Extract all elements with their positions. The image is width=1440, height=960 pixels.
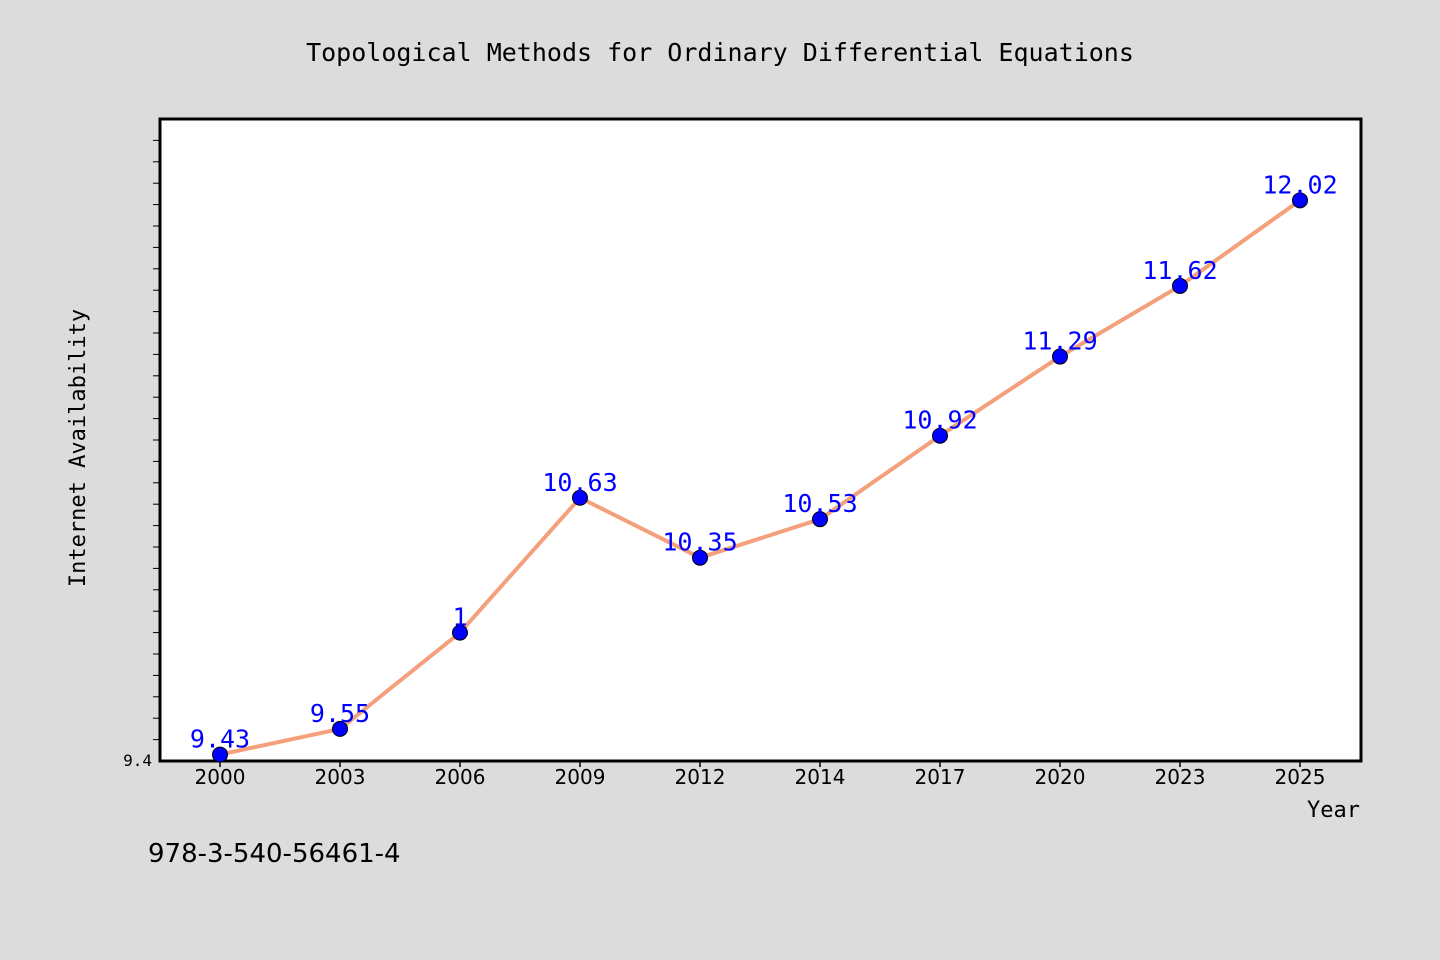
x-tick-label: 2017 [915,765,966,789]
data-point [932,427,948,444]
data-labels: 9.43 9.55 1 10.63 10.35 10.53 10.92 11.29 11.62 1… [190,170,1338,753]
data-point [1172,277,1188,294]
chart-title: Topological Methods for Ordinary Differe… [306,38,1134,67]
y-tick-label: 9.4 [123,751,152,770]
x-tick-label: 2009 [555,765,606,789]
series-line [218,198,1302,757]
y-axis-ticks: 9.4 [123,139,160,770]
data-point [212,746,228,763]
data-label: 9.55 [310,699,370,728]
data-point [692,549,708,566]
plot-area [158,117,1363,763]
x-tick-label: 2014 [795,765,846,789]
x-tick-label: 2003 [315,765,366,789]
y-axis-label: Internet Availability [66,309,91,587]
data-label: 11.29 [1022,327,1097,356]
x-axis-ticks: 2000 2003 2006 2009 2012 2014 2017 2020 2023 2025 [195,761,1326,789]
data-label: 1 [452,603,467,632]
data-label: 10.53 [782,489,857,518]
data-label: 10.63 [542,468,617,497]
data-label: 12.02 [1262,170,1337,199]
data-label: 11.62 [1142,256,1217,285]
data-label: 10.92 [902,406,977,435]
data-point [1052,348,1068,365]
footer-isbn: 978-3-540-56461-4 [148,839,401,869]
data-point [332,720,348,737]
data-point [572,489,588,506]
data-point [812,511,828,528]
x-tick-label: 2025 [1275,765,1326,789]
x-axis-label: Year [1307,798,1360,823]
data-point [452,624,468,641]
x-tick-label: 2023 [1155,765,1206,789]
x-tick-label: 2020 [1035,765,1086,789]
series-markers [212,192,1308,763]
data-point [1292,192,1308,209]
data-label: 10.35 [662,528,737,557]
data-label: 9.43 [190,725,250,754]
x-tick-label: 2012 [675,765,726,789]
x-tick-label: 2000 [195,765,246,789]
x-tick-label: 2006 [435,765,486,789]
